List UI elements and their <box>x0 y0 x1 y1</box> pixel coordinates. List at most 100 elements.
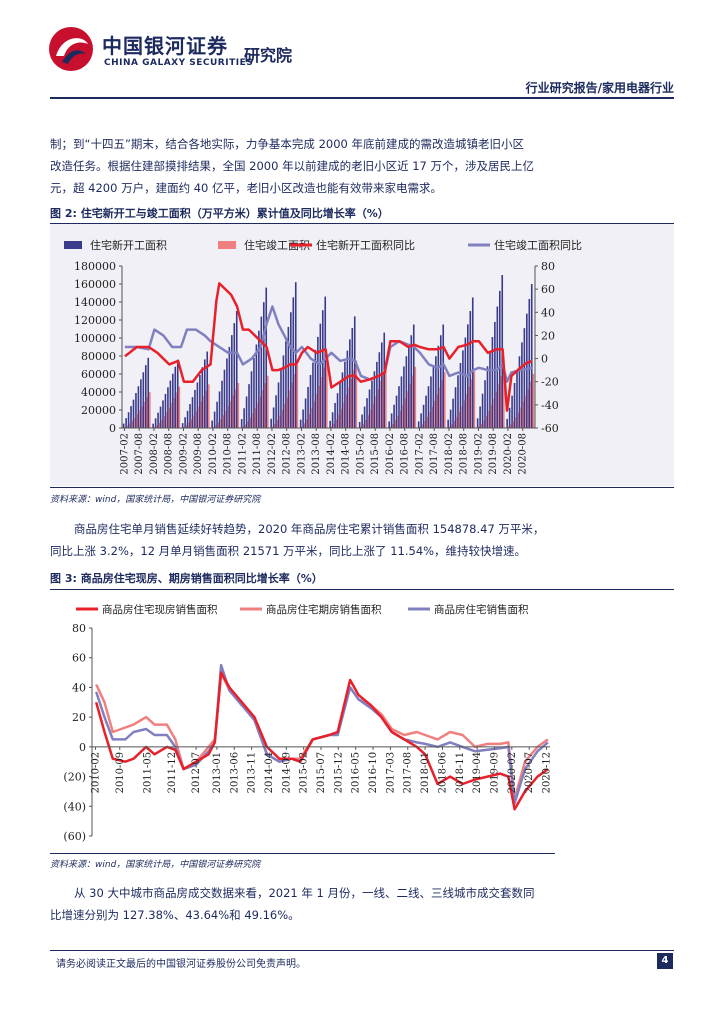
bar-new-start <box>368 389 371 428</box>
y-left-tick-label: 120000 <box>74 314 116 327</box>
bar-completed <box>335 419 338 428</box>
bar-new-start <box>432 366 435 428</box>
bar-new-start <box>248 384 250 428</box>
bar-completed <box>308 414 311 428</box>
bar-new-start <box>476 418 479 428</box>
bar-completed <box>281 410 284 428</box>
bar-completed <box>382 372 385 428</box>
company-logo-icon <box>49 27 93 71</box>
bar-completed <box>163 416 166 428</box>
bar-completed <box>466 393 468 428</box>
y-left-tick-label: 40000 <box>81 386 116 399</box>
bar-completed <box>225 410 227 428</box>
legend-label: 商品房住宅期房销售面积 <box>266 603 382 616</box>
bar-completed <box>286 397 289 428</box>
x-tick-label: 2010-02 <box>90 752 101 794</box>
bar-new-start <box>417 421 420 428</box>
bar-completed <box>171 403 173 428</box>
bar-completed <box>276 420 279 428</box>
bar-completed <box>426 416 429 428</box>
bar-completed <box>525 395 527 428</box>
bar-new-start <box>523 328 526 428</box>
bar-new-start <box>334 402 336 428</box>
bar-completed <box>362 423 365 428</box>
bar-completed <box>498 384 500 428</box>
y-right-tick-label: -20 <box>541 376 559 389</box>
bar-new-start <box>393 404 395 428</box>
x-tick-label: 2016-08 <box>400 433 411 475</box>
legend-label: 住宅新开工面积 <box>90 238 167 252</box>
bar-completed <box>257 402 259 428</box>
bar-completed <box>220 419 222 428</box>
bar-completed <box>311 408 313 428</box>
bar-completed <box>404 398 407 428</box>
bar-completed <box>429 412 431 428</box>
bar-new-start <box>258 330 260 428</box>
bar-new-start <box>290 312 292 428</box>
bar-new-start <box>282 355 285 428</box>
bar-new-start <box>221 380 223 428</box>
x-tick-label: 2011-12 <box>167 752 178 794</box>
bar-completed <box>483 420 485 428</box>
bar-completed <box>291 382 294 428</box>
bar-new-start <box>159 406 162 428</box>
bar-completed <box>412 375 414 428</box>
bar-new-start <box>363 406 366 428</box>
x-tick-label: 2018-11 <box>455 752 466 794</box>
bar-completed <box>176 392 178 428</box>
bar-completed <box>316 393 318 428</box>
bar-completed <box>198 406 200 428</box>
bar-new-start <box>243 408 245 428</box>
bar-new-start <box>336 393 339 428</box>
bar-completed <box>271 426 274 428</box>
bar-new-start <box>395 395 398 428</box>
figure-2-background <box>50 224 674 486</box>
y-left-tick-label: 60000 <box>81 368 116 381</box>
bar-completed <box>146 397 149 428</box>
bar-new-start <box>329 420 331 428</box>
bar-new-start <box>176 359 179 428</box>
bar-new-start <box>235 311 238 428</box>
x-tick-label: 2015-02 <box>355 433 366 475</box>
bar-completed <box>168 407 171 428</box>
bar-completed <box>139 410 141 428</box>
bar-new-start <box>373 371 376 428</box>
x-tick-label: 2019-04 <box>472 752 483 794</box>
bar-completed <box>421 424 424 428</box>
x-tick-label: 2018-02 <box>444 433 455 475</box>
bar-new-start <box>304 398 307 428</box>
bar-completed <box>468 386 471 428</box>
x-tick-label: 2018-08 <box>459 433 470 475</box>
bar-new-start <box>140 379 142 428</box>
bar-new-start <box>275 395 277 428</box>
bar-new-start <box>383 332 386 428</box>
bar-new-start <box>218 391 221 428</box>
bar-completed <box>303 423 306 428</box>
legend-label: 住宅新开工面积同比 <box>316 238 415 252</box>
bar-completed <box>259 396 262 428</box>
bar-new-start <box>408 345 410 428</box>
bar-completed <box>343 402 345 428</box>
bar-new-start <box>189 404 191 428</box>
bar-completed <box>473 371 476 428</box>
bar-new-start <box>351 327 354 428</box>
bar-completed <box>394 420 397 428</box>
x-tick-label: 2020-02 <box>507 752 518 794</box>
bar-new-start <box>174 366 177 428</box>
bar-new-start <box>398 386 400 428</box>
bar-completed <box>149 392 151 428</box>
bar-new-start <box>521 342 523 428</box>
bar-new-start <box>321 310 324 428</box>
bar-completed <box>389 426 392 428</box>
bar-completed <box>333 423 336 428</box>
legend-swatch <box>64 241 82 249</box>
bar-completed <box>380 380 382 428</box>
bar-completed <box>409 383 412 428</box>
bar-new-start <box>376 361 378 428</box>
bar-completed <box>141 406 144 428</box>
bar-new-start <box>481 393 484 428</box>
bar-completed <box>284 404 286 428</box>
y-tick-label: 0 <box>79 741 86 754</box>
y-left-tick-label: 180000 <box>74 260 116 273</box>
bar-completed <box>463 400 466 428</box>
